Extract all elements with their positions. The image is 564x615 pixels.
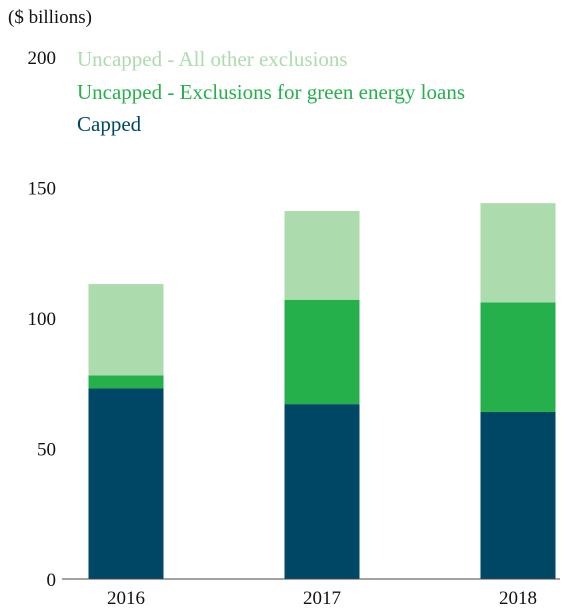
legend-entry-0: Capped <box>77 112 142 136</box>
bar-2017-segment-1 <box>284 299 360 405</box>
bar-2016-segment-1 <box>88 375 164 389</box>
bar-2017-segment-2 <box>284 210 360 300</box>
bar-2018-segment-2 <box>480 203 556 303</box>
bars <box>88 203 556 579</box>
y-tick-label-0: 0 <box>47 570 57 591</box>
legend: Uncapped - All other exclusions Uncapped … <box>77 47 465 136</box>
x-tick-label-2017: 2017 <box>303 588 341 609</box>
legend-entry-2: Uncapped - All other exclusions <box>77 47 348 71</box>
y-axis-labels: 0 50 100 150 200 <box>28 48 57 591</box>
bar-2016-segment-0 <box>88 388 164 579</box>
bar-2018-segment-0 <box>480 411 556 579</box>
x-axis-labels: 2016 2017 2018 <box>107 588 537 609</box>
unit-label: ($ billions) <box>8 7 92 28</box>
bar-2017-segment-0 <box>284 404 360 579</box>
y-tick-label-200: 200 <box>28 48 57 69</box>
x-tick-label-2018: 2018 <box>499 588 537 609</box>
bar-2016-segment-2 <box>88 284 164 376</box>
y-tick-label-150: 150 <box>28 179 57 200</box>
x-tick-label-2016: 2016 <box>107 588 145 609</box>
legend-entry-1: Uncapped - Exclusions for green energy l… <box>77 80 465 104</box>
y-tick-label-100: 100 <box>28 309 57 330</box>
bar-2018-segment-1 <box>480 302 556 412</box>
y-tick-label-50: 50 <box>37 440 56 461</box>
